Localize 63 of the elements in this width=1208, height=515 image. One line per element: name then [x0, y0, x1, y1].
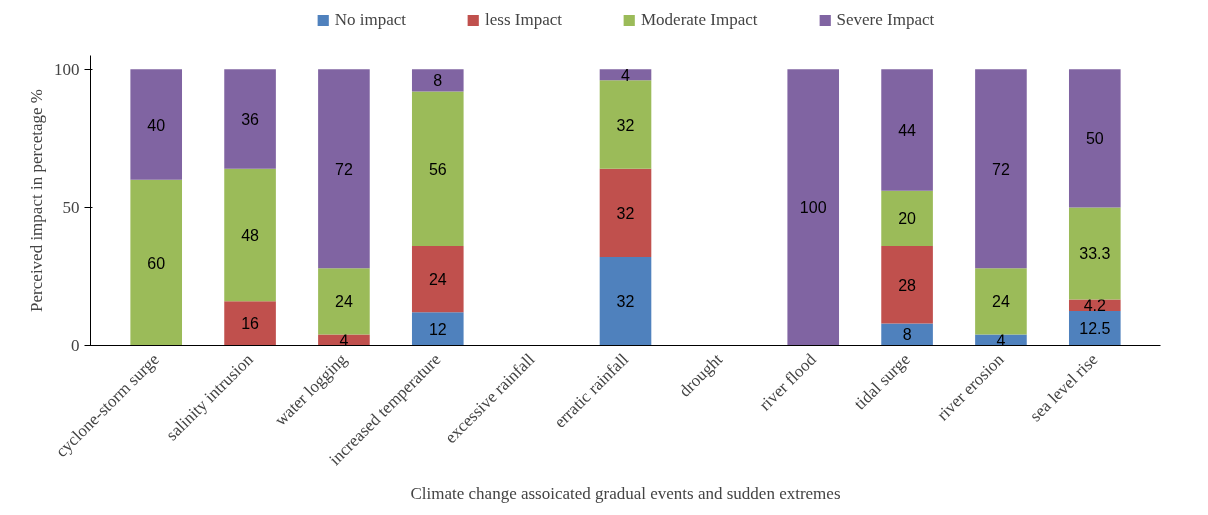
bar: [411, 246, 464, 313]
bar: [881, 246, 933, 324]
data-label: 48: [241, 227, 260, 245]
bar: [975, 69, 1027, 269]
data-label: 4: [621, 66, 631, 84]
legend-label: Severe Impact: [836, 10, 935, 30]
y-tick-label: 0: [71, 336, 80, 355]
bar: [975, 268, 1027, 335]
bar: [975, 334, 1027, 346]
data-label: 56: [428, 160, 447, 178]
data-label: 12.5: [1079, 320, 1111, 338]
bar: [881, 323, 933, 346]
data-label: 24: [335, 293, 353, 311]
data-label: 8: [902, 326, 912, 344]
data-label: 20: [898, 210, 917, 228]
data-label: 36: [241, 111, 260, 129]
data-label: 32: [616, 204, 635, 222]
bar: [881, 190, 933, 247]
bar: [130, 69, 183, 180]
bar: [318, 334, 370, 346]
y-axis-title: Perceived impact in percetage %: [27, 89, 46, 312]
legend-label: less Impact: [485, 10, 562, 30]
bar: [318, 268, 370, 335]
data-label: 8: [433, 72, 443, 90]
data-label: 40: [147, 116, 166, 134]
legend-label: Moderate Impact: [640, 10, 758, 30]
data-label: 32: [616, 293, 635, 311]
data-label: 4: [339, 331, 349, 349]
bar: [224, 69, 276, 169]
data-label: 28: [898, 276, 917, 294]
x-axis-title: Climate change assoicated gradual events and sudden extremes: [410, 483, 841, 503]
data-label: 72: [335, 160, 353, 178]
legend-label: No impact: [334, 10, 407, 30]
data-label: 24: [428, 271, 447, 289]
data-label: 4: [996, 331, 1006, 349]
data-label: 4.2: [1083, 297, 1107, 315]
data-label: 16: [241, 315, 260, 333]
bar: [599, 168, 652, 258]
bar: [224, 168, 276, 302]
data-label: 72: [992, 160, 1010, 178]
data-label: 33.3: [1079, 245, 1111, 263]
data-label: 12: [428, 320, 447, 338]
bar: [787, 69, 840, 346]
bar: [224, 301, 276, 346]
data-label: 44: [898, 122, 917, 140]
bar: [318, 69, 370, 269]
data-label: 100: [799, 199, 827, 217]
data-label: 50: [1085, 130, 1104, 148]
bar: [411, 312, 464, 346]
bar: [599, 80, 652, 169]
bar: [1068, 69, 1121, 208]
data-label: 60: [147, 254, 166, 272]
bar: [1068, 207, 1121, 300]
bar: [411, 69, 464, 92]
bar: [130, 179, 183, 346]
bar: [1068, 310, 1121, 346]
bar: [411, 91, 464, 247]
y-tick-label: 100: [54, 59, 80, 79]
y-tick-label: 50: [62, 197, 80, 217]
data-label: 32: [616, 116, 635, 134]
bar: [599, 257, 652, 346]
data-label: 24: [992, 293, 1010, 311]
bar: [881, 69, 933, 191]
